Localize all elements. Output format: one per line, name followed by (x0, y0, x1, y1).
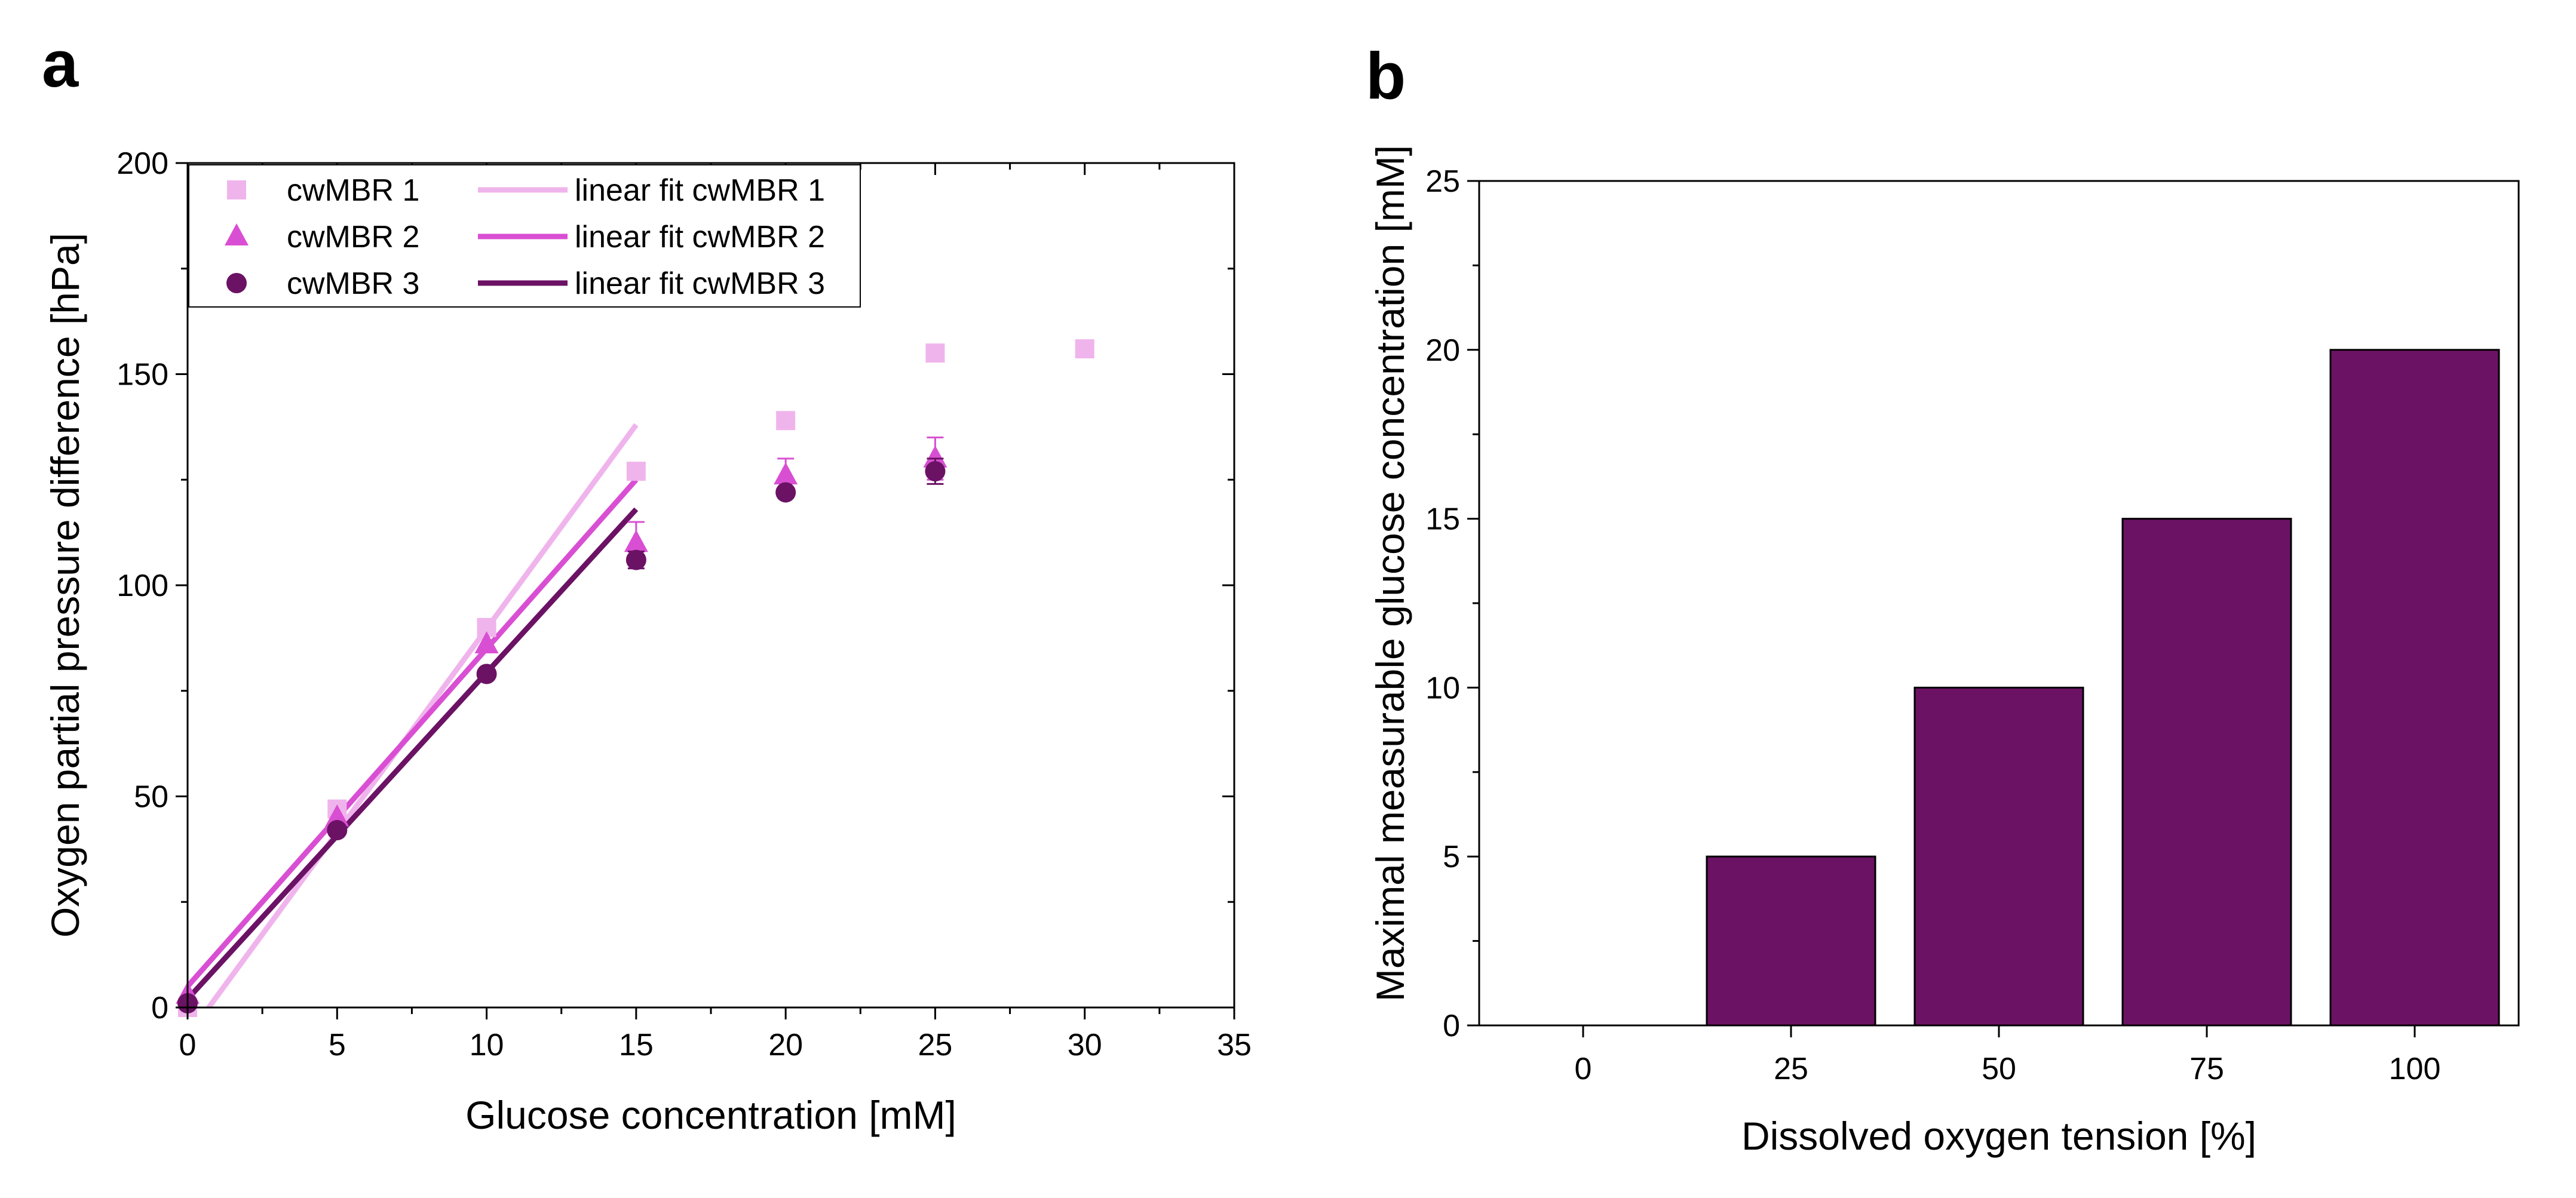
x-tick-label: 20 (768, 1028, 803, 1062)
x-tick-label: 15 (619, 1028, 654, 1062)
data-point (925, 461, 946, 482)
data-point (474, 631, 499, 653)
legend-marker-cwmbr-3 (226, 273, 247, 293)
fit-lines (188, 423, 639, 1007)
x-tick-label: 30 (1068, 1028, 1102, 1062)
x-tick-label: 75 (2189, 1052, 2224, 1086)
x-tick-label: 5 (329, 1028, 346, 1062)
data-point (625, 549, 646, 570)
bar-50 (1913, 686, 2084, 1027)
data-point (776, 411, 796, 431)
y-tick-label: 0 (151, 991, 168, 1025)
legend-marker-cwmbr-2 (225, 223, 249, 245)
x-axis-title: Dissolved oxygen tension [%] (1741, 1114, 2256, 1158)
data-point (327, 820, 348, 841)
fit-line-cwmbr-2 (188, 478, 639, 988)
legend-label-cwmbr-1: cwMBR 1 (287, 173, 419, 208)
data-point (923, 445, 947, 468)
y-tick-label: 0 (1443, 1009, 1460, 1043)
x-tick-label: 25 (918, 1028, 953, 1062)
x-tick-label: 50 (1982, 1052, 2016, 1086)
x-tick-label: 0 (1575, 1052, 1592, 1086)
fit-line-cwmbr-3 (188, 507, 639, 1001)
data-point (775, 482, 796, 503)
data-point (1075, 339, 1094, 359)
y-tick-label: 200 (116, 146, 168, 181)
y-axis-title: Oxygen partial pressure difference [hPa] (43, 233, 87, 938)
y-tick-label: 5 (1443, 840, 1460, 874)
legend-label-fit-1: linear fit cwMBR 1 (575, 173, 825, 208)
legend-label-fit-3: linear fit cwMBR 3 (575, 266, 825, 301)
legend-label-cwmbr-3: cwMBR 3 (287, 266, 419, 301)
legend-label-cwmbr-2: cwMBR 2 (287, 220, 419, 254)
y-tick-label: 20 (1425, 333, 1460, 368)
data-point (626, 462, 646, 481)
y-tick-label: 100 (116, 569, 168, 603)
legend-marker-cwmbr-1 (227, 180, 246, 199)
x-tick-label: 0 (179, 1028, 197, 1062)
data-point (624, 530, 648, 552)
x-tick-label: 10 (470, 1028, 504, 1062)
y-tick-label: 10 (1425, 671, 1460, 705)
y-tick-label: 50 (134, 780, 168, 815)
x-tick-label: 35 (1217, 1028, 1252, 1062)
y-tick-label: 15 (1425, 502, 1460, 537)
fit-line-cwmbr-1 (205, 423, 639, 1007)
y-axis-title: Maximal measurable glucose concentration… (1368, 145, 1412, 1002)
bar-100 (2329, 349, 2500, 1027)
series-cwmbr-1 (178, 339, 1094, 1017)
data-point (325, 804, 349, 827)
x-tick-label: 25 (1774, 1052, 1808, 1086)
series-cwmbr-3 (177, 457, 946, 1013)
x-tick-label: 100 (2389, 1052, 2441, 1086)
y-tick-label: 25 (1425, 164, 1460, 199)
bar-25 (1706, 855, 1876, 1027)
legend-label-fit-2: linear fit cwMBR 2 (575, 220, 825, 254)
panel-label-b: b (1366, 39, 1406, 113)
bar-75 (2121, 518, 2292, 1027)
chart-a: 0 5 10 15 20 25 30 35 0 50 100 150 200 Glucose concen… (43, 146, 1252, 1137)
data-point (774, 462, 798, 485)
chart-b: 0 25 50 75 100 0 5 10 15 20 25 Dissolved oxygen ten… (1368, 145, 2520, 1158)
data-point (476, 663, 497, 684)
legend: cwMBR 1 cwMBR 2 cwMBR 3 linear fit cwMBR 1 l… (188, 164, 861, 308)
panel-label-a: a (42, 27, 79, 101)
x-axis-title: Glucose concentration [mM] (465, 1093, 956, 1137)
data-point (925, 343, 945, 363)
y-tick-label: 150 (116, 358, 168, 392)
